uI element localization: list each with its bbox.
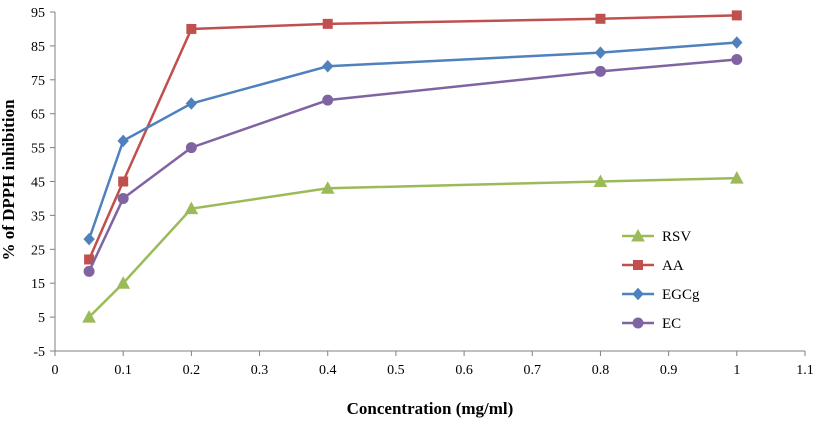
data-point-ec [117, 192, 129, 204]
x-tick-label: 1.1 [796, 363, 814, 378]
y-ticks: -5 5 15 25 35 45 55 65 75 85 95 [31, 6, 55, 360]
data-point-aa [322, 18, 333, 29]
data-point-ec [185, 142, 197, 154]
data-point-aa [595, 13, 606, 24]
series-line-ec [87, 58, 737, 272]
series-aa [84, 10, 742, 265]
legend-label: AA [662, 258, 684, 274]
series-line-egcg [87, 41, 737, 240]
x-tick-label: 0.6 [455, 363, 473, 378]
x-tick-label: 0.3 [251, 363, 269, 378]
data-point-egcg [83, 232, 95, 246]
x-axis-title: Concentration (mg/ml) [347, 399, 514, 418]
legend-marker [632, 287, 644, 301]
y-tick-label: 95 [31, 6, 45, 21]
y-tick-label: 55 [31, 142, 45, 157]
x-tick-label: 0.4 [319, 363, 337, 378]
y-axis-title: % of DPPH inhibition [0, 99, 18, 261]
series-ec [83, 53, 743, 277]
data-point-rsv [184, 201, 199, 215]
x-tick-label: 0.7 [524, 363, 542, 378]
data-point-egcg [731, 36, 743, 49]
data-point-aa [731, 10, 742, 21]
y-tick-label: 25 [31, 243, 45, 258]
y-tick-label: 75 [31, 74, 45, 89]
data-point-egcg [594, 46, 607, 59]
data-point-aa [118, 176, 129, 187]
y-tick-label: 85 [31, 40, 45, 55]
legend: RSV AA EGCg EC [622, 228, 700, 332]
x-tick-label: 1 [733, 363, 740, 378]
legend-label: EC [662, 316, 681, 332]
y-tick-label: -5 [33, 345, 45, 360]
data-point-ec [731, 53, 743, 65]
data-point-ec [594, 65, 606, 77]
series-line-aa [87, 14, 737, 260]
y-tick-label: 45 [31, 176, 45, 191]
series-line-rsv [88, 176, 737, 318]
data-point-rsv [82, 310, 96, 323]
legend-marker [632, 317, 644, 329]
legend-label: EGCg [662, 287, 700, 303]
y-tick-label: 35 [31, 209, 45, 224]
x-tick-label: 0.1 [114, 363, 132, 378]
data-point-rsv [729, 171, 744, 184]
data-point-rsv [116, 276, 131, 289]
legend-item-rsv: RSV [622, 228, 691, 245]
legend-item-ec: EC [622, 316, 681, 332]
x-tick-label: 0 [52, 363, 59, 378]
series-layer [82, 10, 744, 323]
legend-item-aa: AA [622, 258, 684, 274]
legend-label: RSV [662, 229, 691, 245]
data-point-egcg [322, 59, 334, 73]
series-rsv [82, 171, 744, 323]
data-point-ec [322, 94, 334, 106]
legend-item-egcg: EGCg [622, 287, 700, 303]
x-ticks: 0 0.1 0.2 0.3 0.4 0.5 0.6 0.7 0.8 0.9 1 1.1 [52, 351, 814, 378]
data-point-aa [186, 23, 197, 34]
x-tick-label: 0.2 [183, 363, 201, 378]
x-tick-label: 0.9 [660, 363, 678, 378]
data-point-rsv [320, 181, 335, 194]
legend-marker [633, 260, 643, 270]
data-point-egcg [117, 134, 129, 148]
x-tick-label: 0.5 [387, 363, 405, 378]
y-tick-label: 5 [38, 311, 45, 326]
x-tick-label: 0.8 [592, 363, 610, 378]
data-point-ec [83, 265, 95, 277]
data-point-egcg [185, 97, 198, 110]
legend-marker [631, 228, 645, 242]
data-point-rsv [593, 174, 608, 187]
series-egcg [83, 36, 743, 246]
y-tick-label: 65 [31, 108, 45, 123]
y-tick-label: 15 [31, 277, 45, 292]
